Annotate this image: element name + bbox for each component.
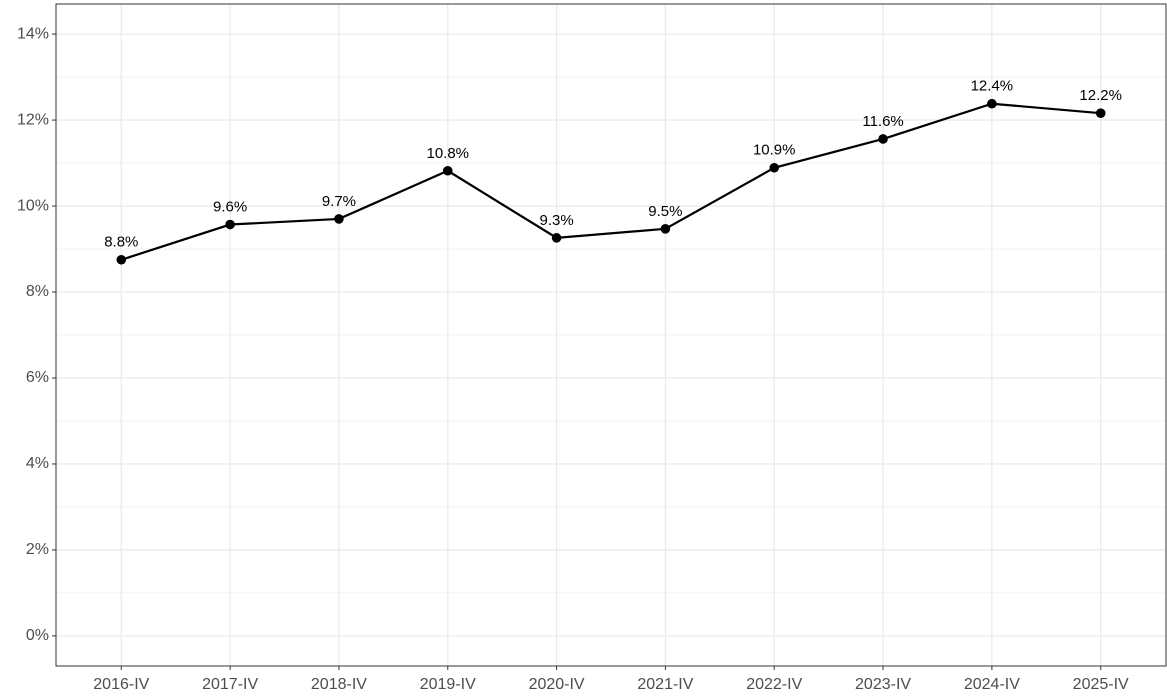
point	[551, 233, 562, 243]
line	[120, 102, 1101, 261]
value-label: 12.4%	[971, 78, 1014, 95]
y-tick-label: 14%	[17, 25, 49, 42]
y-tick-label: 0%	[26, 627, 49, 644]
y-tick-label: 12%	[17, 111, 49, 128]
y-tick-label: 6%	[26, 369, 49, 386]
panel-border	[55, 3, 1167, 667]
y-tick-label: 8%	[26, 283, 49, 300]
point	[660, 224, 671, 234]
x-tick-label: 2021-IV	[637, 676, 693, 693]
point	[334, 214, 344, 224]
point	[442, 165, 453, 176]
value-label: 9.5%	[648, 203, 682, 220]
point	[116, 254, 127, 265]
value-label: 10.8%	[426, 145, 469, 162]
x-tick-label: 2016-IV	[93, 676, 149, 693]
point	[769, 162, 780, 173]
x-tick-label: 2025-IV	[1073, 676, 1129, 693]
y-tick-label: 2%	[26, 541, 49, 558]
x-tick-label: 2020-IV	[529, 676, 585, 693]
value-label: 9.7%	[322, 193, 356, 210]
x-tick-label: 2019-IV	[420, 676, 476, 693]
value-label: 9.6%	[213, 198, 247, 215]
value-label: 10.9%	[753, 142, 796, 159]
x-tick-label: 2022-IV	[746, 676, 802, 693]
point	[1095, 108, 1106, 118]
x-tick-label: 2024-IV	[964, 676, 1020, 693]
value-label: 9.3%	[539, 212, 573, 229]
point	[225, 219, 235, 230]
value-label: 12.2%	[1079, 87, 1122, 104]
x-tick-label: 2018-IV	[311, 676, 367, 693]
x-tick-label: 2017-IV	[202, 676, 258, 693]
point	[987, 98, 997, 109]
value-label: 11.6%	[862, 113, 903, 130]
x-tick-label: 2023-IV	[855, 676, 911, 693]
value-label: 8.8%	[104, 234, 138, 251]
y-tick-label: 10%	[17, 197, 49, 214]
point	[878, 134, 888, 144]
y-tick-label: 4%	[26, 455, 49, 472]
